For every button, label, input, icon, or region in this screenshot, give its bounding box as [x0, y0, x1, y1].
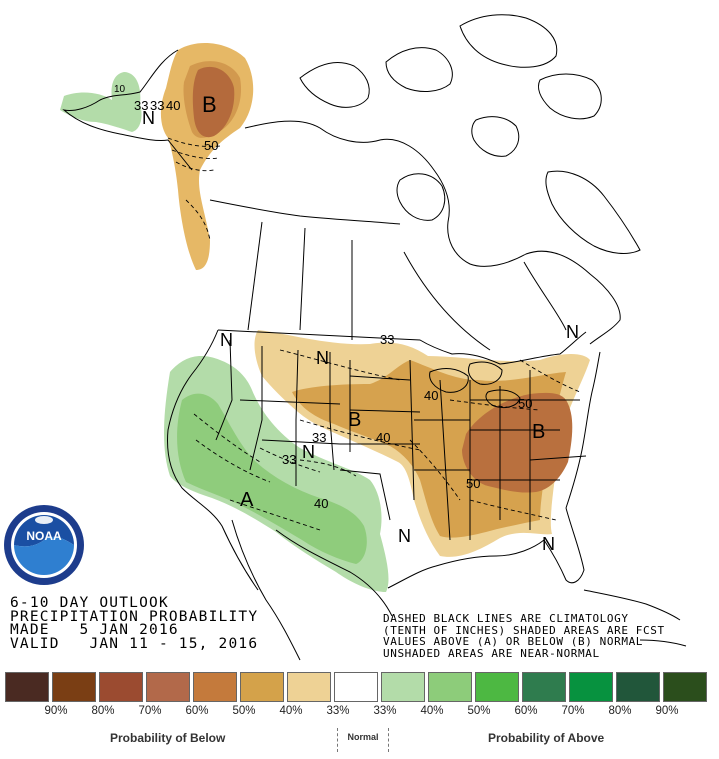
legend [0, 668, 719, 759]
alaska-below-50 [192, 66, 235, 138]
legend-tick: 60% [514, 705, 538, 717]
label-ak-10: 10 [114, 84, 126, 95]
label-a-southwest: A [240, 489, 254, 511]
legend-swatch [663, 672, 707, 702]
label-c-50a: 50 [518, 396, 532, 411]
label-c-40c: 40 [314, 496, 328, 511]
label-c-40a: 40 [424, 388, 438, 403]
label-b-alaska: B [202, 92, 217, 117]
legend-tick: 90% [44, 705, 68, 717]
title-line-2: PRECIPITATION PROBABILITY [10, 608, 259, 625]
label-ak-33b: 33 [150, 98, 164, 113]
title-line-1: 6-10 DAY OUTLOOK [10, 595, 169, 611]
note-line-2: (TENTH OF INCHES) SHADED AREAS ARE FCST [383, 623, 665, 637]
outlook-map: B B B A N N N N N N N 10 33 33 40 50 33 … [4, 14, 687, 661]
legend-swatch [475, 672, 519, 702]
legend-swatch [569, 672, 613, 702]
label-ak-40: 40 [166, 98, 180, 113]
label-n-central: N [302, 442, 315, 462]
label-n-northwest: N [220, 330, 233, 350]
legend-tick: 50% [232, 705, 256, 717]
legend-tick: 70% [138, 705, 162, 717]
label-c-33: 33 [380, 332, 394, 347]
note-line-4: UNSHADED AREAS ARE NEAR-NORMAL [383, 646, 600, 660]
legend-below-label: Probability of Below [110, 731, 226, 745]
note-line-3: VALUES ABOVE (A) OR BELOW (B) NORMAL [383, 635, 644, 648]
alaska-above-33 [60, 72, 142, 132]
label-n-florida: N [542, 534, 555, 554]
legend-swatch [616, 672, 660, 702]
legend-above-label: Probability of Above [488, 731, 605, 745]
climatology-lines [167, 137, 581, 531]
legend-swatch [99, 672, 143, 702]
legend-tick: 70% [561, 705, 585, 717]
label-n-plains: N [316, 348, 329, 368]
legend-swatch [381, 672, 425, 702]
note-line-1: DASHED BLACK LINES ARE CLIMATOLOGY [383, 612, 629, 625]
legend-swatch [240, 672, 284, 702]
label-n-texas: N [398, 526, 411, 546]
legend-tick: 80% [608, 705, 632, 717]
label-c-33c: 33 [282, 452, 296, 467]
legend-tick: 40% [279, 705, 303, 717]
legend-tick: 40% [420, 705, 444, 717]
label-n-northeast: N [566, 322, 579, 342]
legend-tick: 80% [91, 705, 115, 717]
boundaries [62, 14, 687, 661]
legend-tick: 33% [326, 705, 350, 717]
note-block: DASHED BLACK LINES ARE CLIMATOLOGY (TENTH… [383, 613, 665, 659]
label-c-40b: 40 [376, 430, 390, 445]
legend-swatch [428, 672, 472, 702]
svg-text:NOAA: NOAA [26, 529, 62, 543]
legend-swatch [522, 672, 566, 702]
legend-tick: 90% [655, 705, 679, 717]
label-c-33b: 33 [312, 430, 326, 445]
label-n-alaska: N [142, 108, 155, 128]
noaa-logo: NOAA [4, 505, 84, 585]
legend-swatch [193, 672, 237, 702]
legend-swatch [52, 672, 96, 702]
legend-swatch [334, 672, 378, 702]
legend-swatch [287, 672, 331, 702]
label-ak-33a: 33 [134, 98, 148, 113]
label-ak-50: 50 [204, 138, 218, 153]
title-line-3: MADE 5 JAN 2016 [10, 622, 179, 638]
legend-normal-label: Normal [337, 728, 389, 752]
legend-tick: 33% [373, 705, 397, 717]
east-below-50 [462, 392, 573, 493]
label-b-east: B [532, 421, 545, 443]
west-above-40 [177, 393, 367, 564]
legend-tick: 50% [467, 705, 491, 717]
legend-tick: 60% [185, 705, 209, 717]
title-line-4: VALID JAN 11 - 15, 2016 [10, 635, 259, 652]
title-block: 6-10 DAY OUTLOOK PRECIPITATION PROBABILIT… [10, 595, 259, 652]
central-below-40 [292, 360, 566, 538]
label-b-plains: B [348, 409, 361, 431]
legend-swatch [146, 672, 190, 702]
legend-swatch [5, 672, 49, 702]
label-c-50b: 50 [466, 476, 480, 491]
